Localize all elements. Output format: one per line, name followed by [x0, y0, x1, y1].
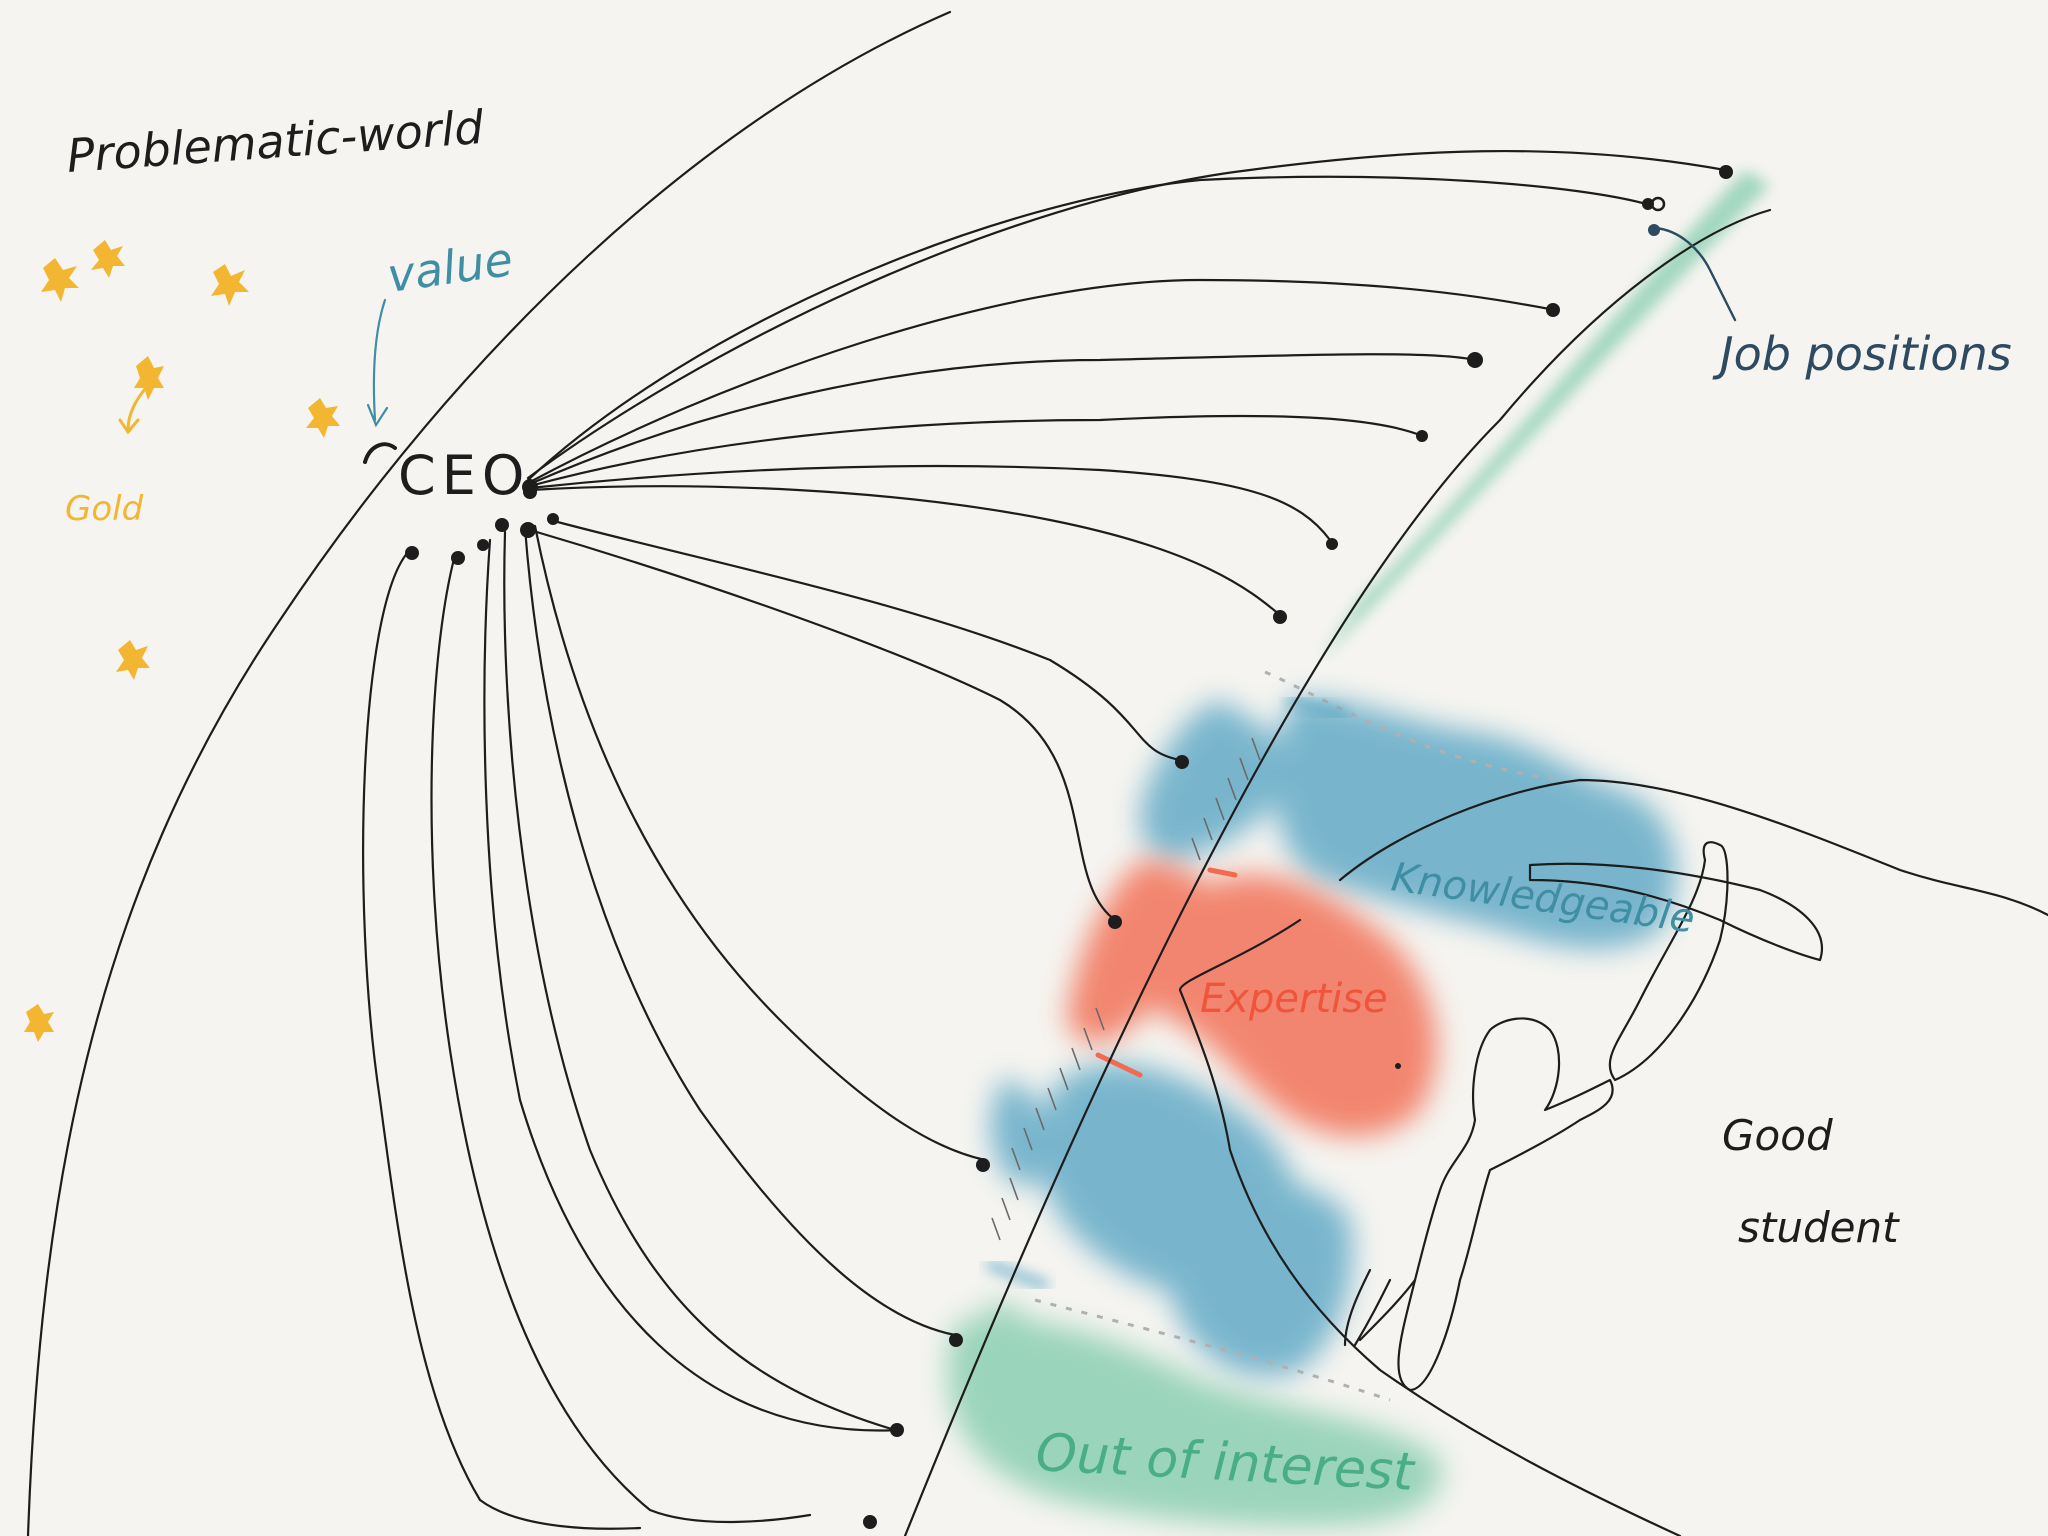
student-figure-icon — [1343, 1017, 1614, 1392]
value-arrow — [366, 298, 389, 428]
ceo-label: CEO — [398, 444, 530, 507]
text-layer: Problematic-world value Gold CEO Job pos… — [65, 100, 2012, 1503]
green-band — [1320, 170, 1770, 660]
gold-label: Gold — [65, 489, 144, 529]
job-endpoints — [405, 165, 1733, 1529]
expertise-label: Expertise — [1200, 976, 1388, 1022]
job-positions-pointer — [1653, 226, 1737, 322]
world-label: Problematic-world — [65, 100, 486, 183]
knowledgeable-region — [990, 697, 1677, 1377]
expertise-region — [1067, 860, 1437, 1137]
gold-star-icon — [24, 240, 340, 1042]
good-label: Good — [1722, 1111, 1833, 1160]
student-label: student — [1738, 1203, 1900, 1252]
value-label: value — [384, 232, 516, 303]
boundary-hatching — [991, 737, 1261, 1241]
job-positions-label: Job positions — [1712, 327, 2012, 381]
ceo-anchor-mark — [363, 442, 397, 464]
out-of-interest-region — [948, 1300, 1442, 1527]
ceo-connections — [362, 149, 1727, 1530]
world-curves — [26, 10, 2048, 1536]
pickaxe-icon — [1528, 841, 1823, 1082]
